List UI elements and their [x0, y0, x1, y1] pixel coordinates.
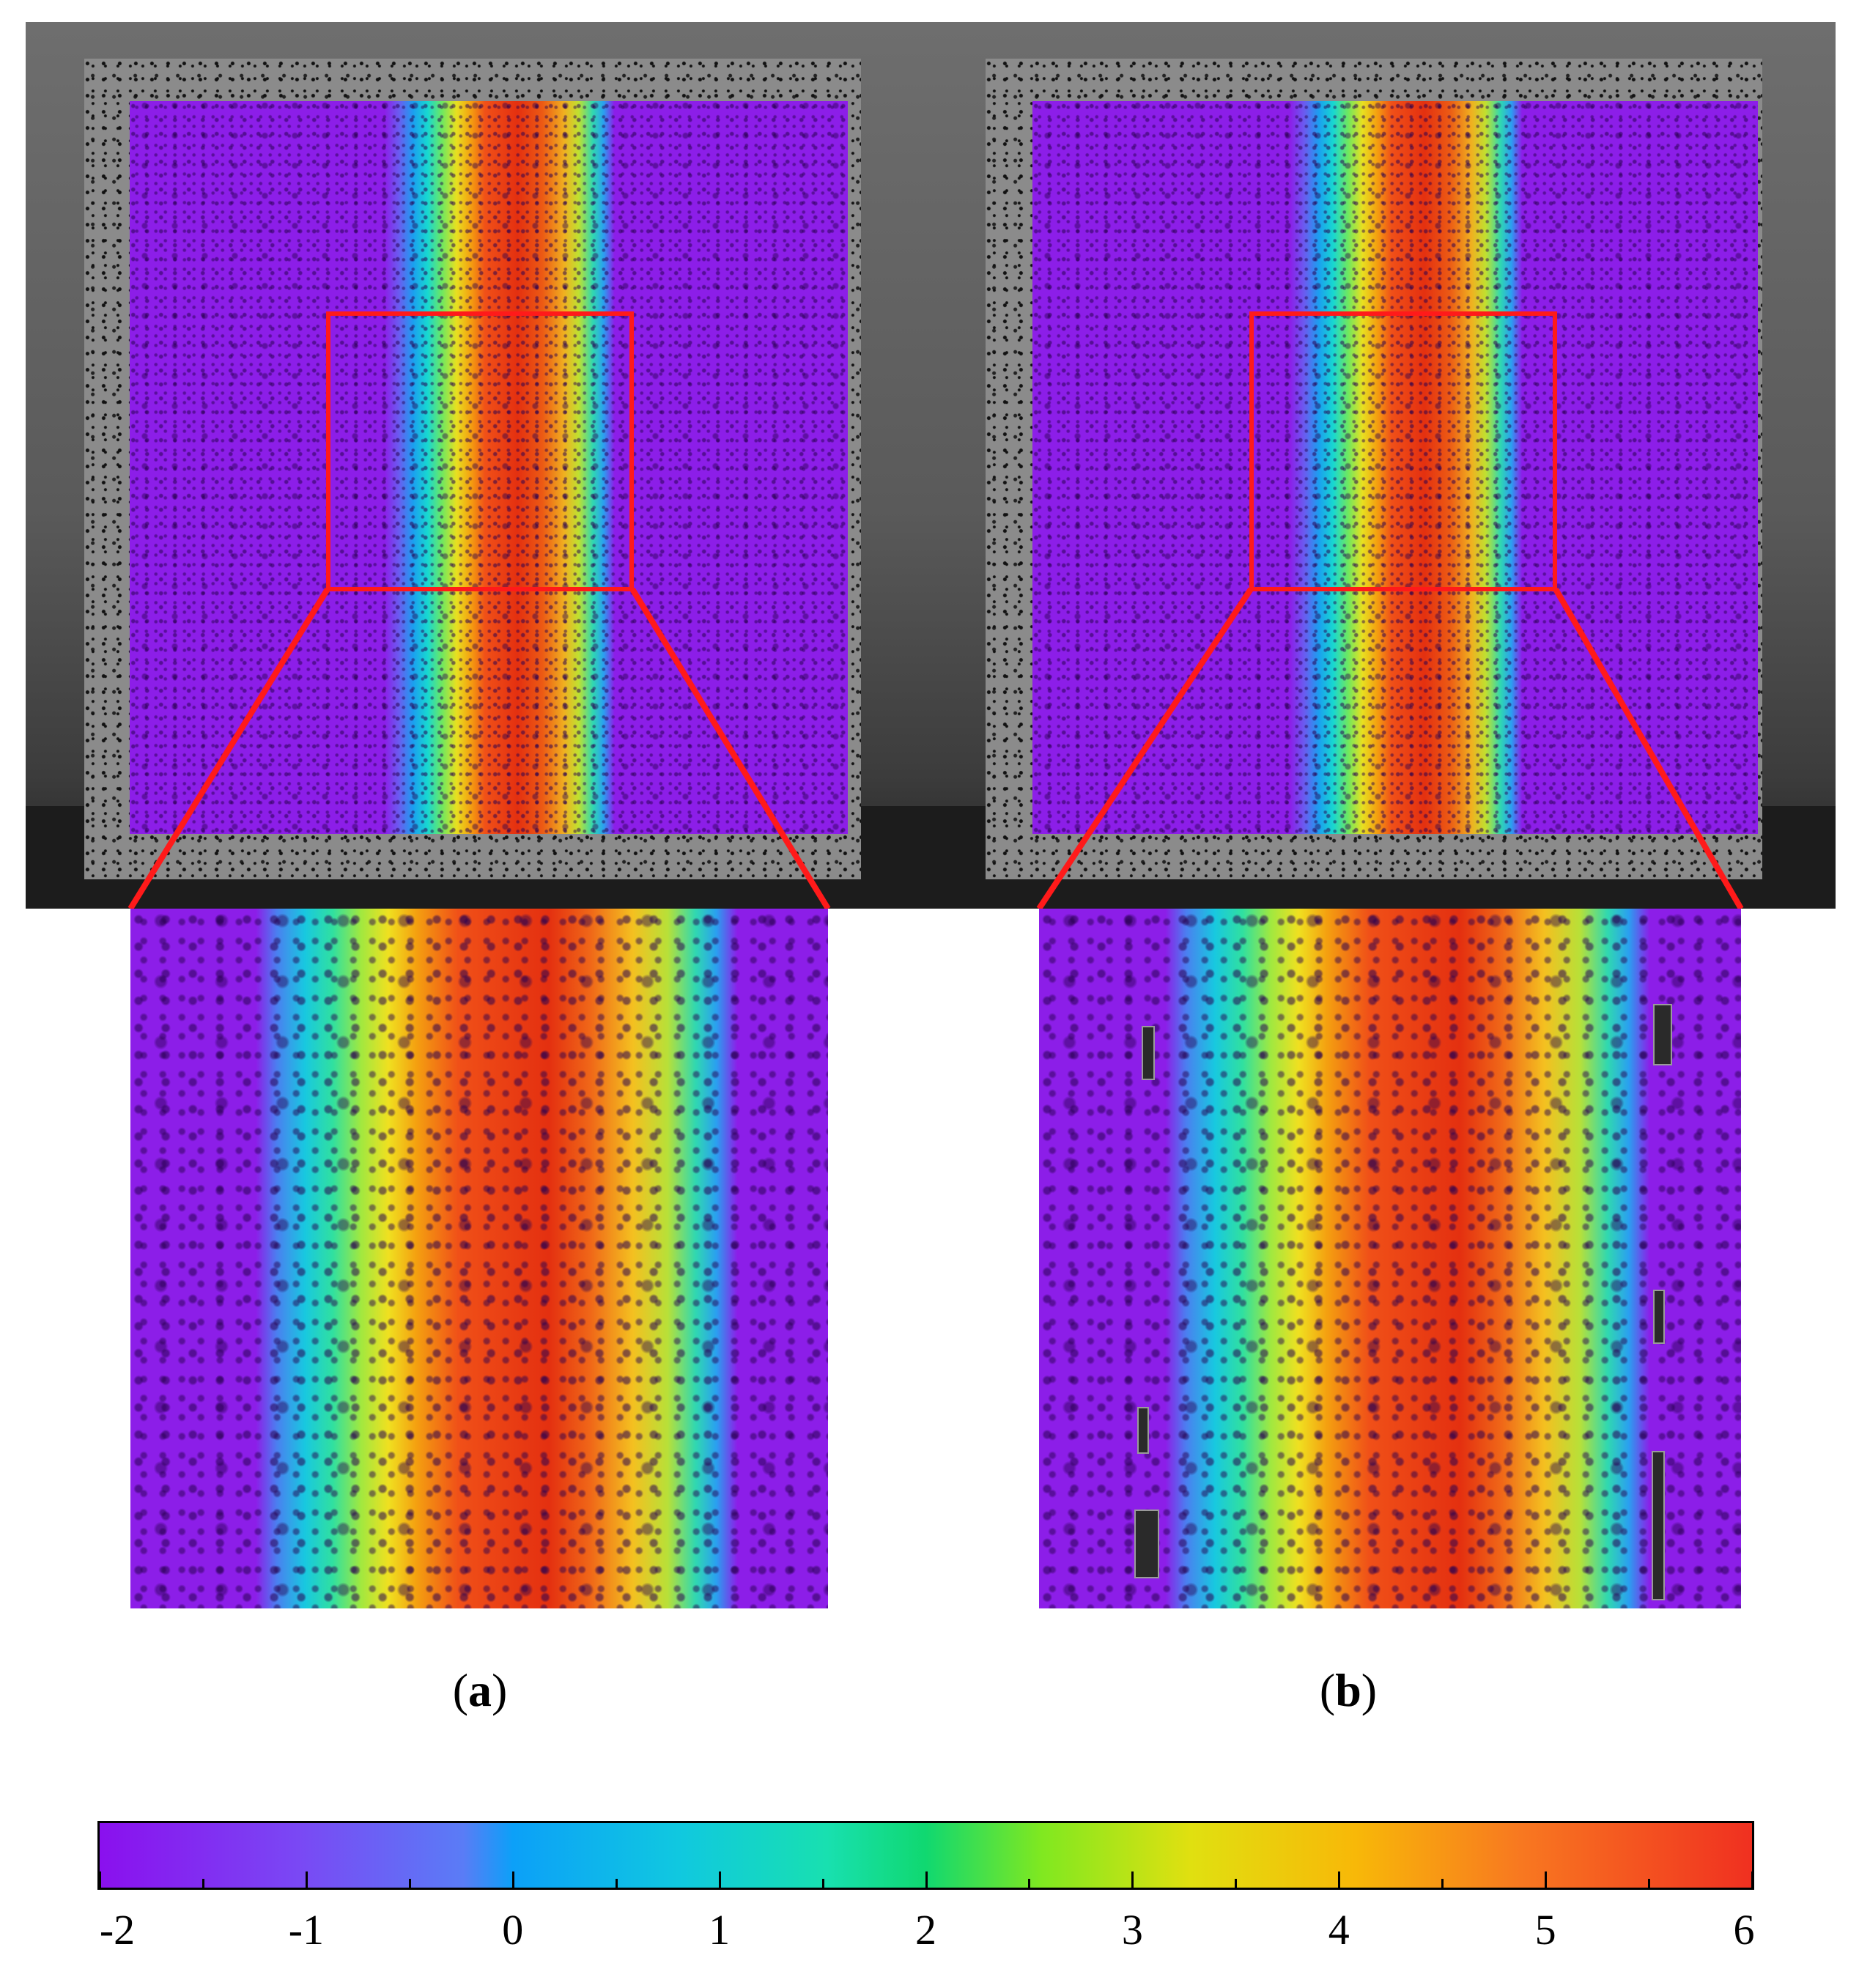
strain-field-b: [1032, 101, 1758, 834]
crack-mark: [1137, 1407, 1149, 1454]
colorbar-minor-tick: [1648, 1879, 1651, 1888]
zoom-connectors: [127, 587, 1744, 911]
colorbar-tick-label: 4: [1328, 1906, 1350, 1954]
colorbar-major-tick: [925, 1871, 928, 1888]
colorbar-tick-label: 3: [1121, 1906, 1143, 1954]
crack-mark: [1134, 1510, 1159, 1578]
colorbar-tick-label: 5: [1534, 1906, 1556, 1954]
colorbar-minor-tick: [615, 1879, 618, 1888]
colorbar-major-tick: [1545, 1871, 1548, 1888]
panel-label-a: (a): [452, 1664, 508, 1716]
colorbar-minor-tick: [408, 1879, 411, 1888]
photo-panel-b: [933, 22, 1836, 909]
connector-b-left: [1036, 587, 1254, 911]
connector-b-right: [1553, 587, 1744, 911]
crack-mark: [1653, 1290, 1665, 1344]
crack-mark: [1653, 1004, 1672, 1065]
crack-mark: [1142, 1026, 1155, 1080]
colorbar-major-tick: [511, 1871, 514, 1888]
colorbar-tick-label: -2: [99, 1906, 136, 1954]
colorbar-minor-tick: [202, 1879, 204, 1888]
roi-box-b: [1249, 311, 1557, 591]
colorbar-minor-tick: [1235, 1879, 1238, 1888]
colorbar-tick-label: 6: [1733, 1906, 1755, 1954]
colorbar-minor-tick: [1028, 1879, 1031, 1888]
colorbar-tick-label: 0: [502, 1906, 524, 1954]
colorbar: [97, 1821, 1754, 1890]
colorbar-major-tick: [1338, 1871, 1341, 1888]
colorbar-major-tick: [718, 1871, 721, 1888]
photo-panel-a: [26, 22, 933, 909]
roi-box-a: [326, 311, 634, 591]
colorbar-major-tick: [305, 1871, 308, 1888]
colorbar-major-tick: [1751, 1871, 1753, 1888]
colorbar-minor-tick: [1441, 1879, 1444, 1888]
colorbar-tick-label: 1: [709, 1906, 731, 1954]
colorbar-minor-tick: [821, 1879, 824, 1888]
zoom-panel-a: [130, 909, 828, 1608]
crack-mark: [1652, 1451, 1665, 1600]
zoom-panel-b: [1039, 909, 1741, 1608]
colorbar-tick-label: -1: [288, 1906, 325, 1954]
connector-a-right: [629, 587, 831, 911]
colorbar-major-tick: [1131, 1871, 1134, 1888]
colorbar-tick-label: 2: [915, 1906, 936, 1954]
connector-a-left: [127, 587, 330, 911]
colorbar-major-tick: [99, 1871, 101, 1888]
panel-label-b: (b): [1319, 1664, 1378, 1716]
